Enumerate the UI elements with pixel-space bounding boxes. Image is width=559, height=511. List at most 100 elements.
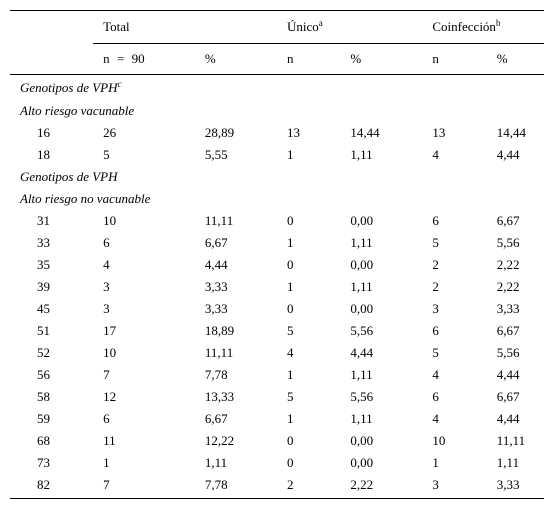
value-cell: 18,89 (204, 323, 235, 338)
table-row: 45 3 3,33 0 0,00 3 3,33 (10, 298, 544, 320)
value-cell: 3,33 (204, 279, 228, 294)
table-row: 58 12 13,33 5 5,56 6 6,67 (10, 386, 544, 408)
header-unico-pct: % (340, 43, 423, 75)
genotype-cell: 35 (37, 257, 50, 272)
value-cell: 6,67 (496, 389, 520, 404)
table-row: 35 4 4,44 0 0,00 2 2,22 (10, 254, 544, 276)
value-cell: 5 (103, 147, 110, 162)
value-cell: 4 (286, 345, 294, 360)
genotype-table: Total Únicoa Coinfecciónb n = 90 % n % n %… (10, 11, 544, 496)
value-cell: 5,56 (496, 345, 520, 360)
genotype-cell: 31 (37, 213, 50, 228)
value-cell: 1,11 (350, 279, 373, 294)
genotype-cell: 59 (37, 411, 50, 426)
section-label-row: Genotipos de VPHc (10, 75, 544, 101)
table-row: 52 10 11,11 4 4,44 5 5,56 (10, 342, 544, 364)
table-row: 68 11 12,22 0 0,00 10 11,11 (10, 430, 544, 452)
value-cell: 4,44 (204, 257, 228, 272)
value-cell: 4,44 (496, 411, 520, 426)
value-cell: 13 (432, 125, 446, 140)
value-cell: 2,22 (496, 279, 520, 294)
value-cell: 4 (432, 411, 439, 426)
value-cell: 1 (103, 455, 110, 470)
value-cell: 6,67 (204, 411, 228, 426)
value-cell: 14,44 (496, 125, 527, 140)
value-cell: 1 (286, 367, 294, 382)
value-cell: 11,11 (496, 433, 526, 448)
table-row: 82 7 7,78 2 2,22 3 3,33 (10, 474, 544, 496)
value-cell: 0 (286, 213, 294, 228)
value-cell: 1,11 (350, 147, 373, 162)
value-cell: 0,00 (350, 301, 374, 316)
genotype-cell: 68 (37, 433, 50, 448)
value-cell: 0 (286, 257, 294, 272)
value-cell: 1,11 (350, 411, 373, 426)
genotype-cell: 18 (37, 147, 50, 162)
value-cell: 3 (103, 279, 110, 294)
value-cell: 2,22 (496, 257, 520, 272)
value-cell: 2,22 (350, 477, 374, 492)
value-cell: 13,33 (204, 389, 235, 404)
value-cell: 12 (103, 389, 117, 404)
value-cell: 4 (432, 367, 439, 382)
value-cell: 6 (103, 235, 110, 250)
value-cell: 6 (432, 213, 439, 228)
value-cell: 4 (432, 147, 439, 162)
table-row: 31 10 11,11 0 0,00 6 6,67 (10, 210, 544, 232)
value-cell: 17 (103, 323, 117, 338)
value-cell: 5,55 (204, 147, 228, 162)
table-row: 73 1 1,11 0 0,00 1 1,11 (10, 452, 544, 474)
value-cell: 0 (286, 455, 294, 470)
genotype-cell: 39 (37, 279, 50, 294)
genotype-cell: 82 (37, 477, 50, 492)
value-cell: 1 (286, 279, 294, 294)
value-cell: 7,78 (204, 367, 228, 382)
value-cell: 3 (432, 477, 439, 492)
value-cell: 6 (432, 323, 439, 338)
value-cell: 28,89 (204, 125, 235, 140)
value-cell: 1 (286, 235, 294, 250)
value-cell: 1 (432, 455, 439, 470)
table-frame (10, 10, 544, 499)
value-cell: 0 (286, 433, 294, 448)
value-cell: 6 (432, 389, 439, 404)
value-cell: 3 (432, 301, 439, 316)
genotype-cell: 52 (37, 345, 50, 360)
genotype-cell: 56 (37, 367, 50, 382)
value-cell: 10 (432, 433, 446, 448)
value-cell: 1,11 (204, 455, 228, 470)
header-coinf-n: n (422, 43, 487, 75)
header-row-groups: Total Únicoa Coinfecciónb (10, 11, 544, 44)
value-cell: 0,00 (350, 433, 374, 448)
genotype-cell: 16 (37, 125, 50, 140)
value-cell: 2 (432, 279, 439, 294)
value-cell: 3,33 (496, 477, 520, 492)
value-cell: 10 (103, 213, 117, 228)
section-label: Alto riesgo vacunable (20, 103, 135, 118)
value-cell: 4 (103, 257, 110, 272)
value-cell: 7 (103, 477, 110, 492)
table-row: 39 3 3,33 1 1,11 2 2,22 (10, 276, 544, 298)
genotype-cell: 33 (37, 235, 50, 250)
section-label: Alto riesgo no vacunable (20, 191, 151, 206)
value-cell: 6,67 (204, 235, 228, 250)
value-cell: 5 (286, 323, 294, 338)
header-coinf-pct: % (486, 43, 544, 75)
value-cell: 5,56 (350, 323, 374, 338)
table-row: 33 6 6,67 1 1,11 5 5,56 (10, 232, 544, 254)
value-cell: 26 (103, 125, 117, 140)
value-cell: 3,33 (496, 301, 520, 316)
table-row: 51 17 18,89 5 5,56 6 6,67 (10, 320, 544, 342)
section-label: Genotipos de VPHc (20, 78, 122, 95)
genotype-cell: 73 (37, 455, 50, 470)
value-cell: 0 (286, 301, 294, 316)
value-cell: 14,44 (350, 125, 380, 140)
header-group-unico: Únicoa (286, 18, 323, 35)
value-cell: 0,00 (350, 213, 374, 228)
value-cell: 5 (432, 235, 439, 250)
genotype-cell: 51 (37, 323, 50, 338)
header-unico-n: n (276, 43, 341, 75)
value-cell: 7,78 (204, 477, 228, 492)
value-cell: 7 (103, 367, 110, 382)
value-cell: 11 (103, 433, 116, 448)
